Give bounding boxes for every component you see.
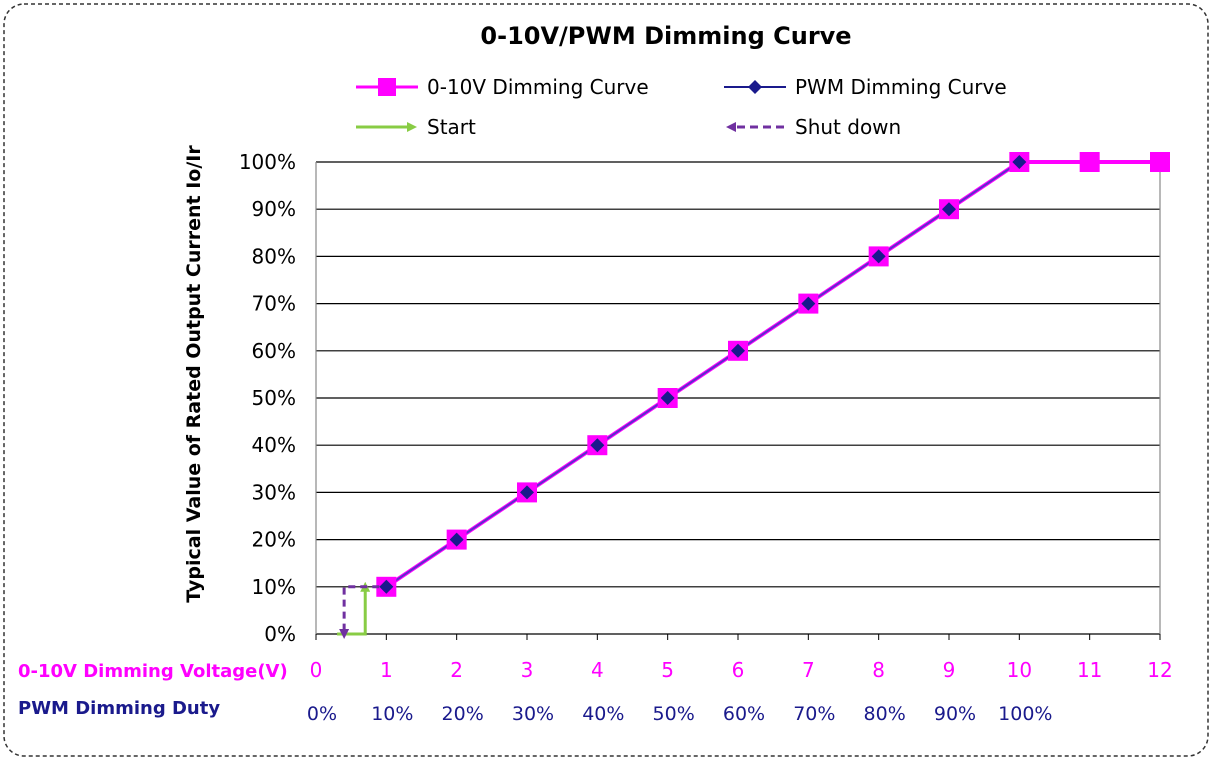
x-tick-label-voltage: 3: [521, 658, 534, 682]
marker-pwm: [660, 391, 675, 405]
x-tick-label-voltage: 1: [380, 658, 393, 682]
grid: [315, 161, 1161, 640]
legend-label-shutdown: Shut down: [795, 115, 901, 139]
x-tick-label-voltage: 8: [872, 658, 885, 682]
legend-marker-pwm: [748, 80, 762, 94]
y-tick-label: 50%: [252, 386, 296, 410]
y-tick-label: 80%: [252, 244, 296, 268]
shutdown-arrow: [339, 585, 380, 639]
legend-label-pwm: PWM Dimming Curve: [795, 75, 1007, 99]
x-tick-label-voltage: 10: [1007, 658, 1032, 682]
x-tick-label-voltage: 2: [450, 658, 463, 682]
y-axis-label: Typical Value of Rated Output Current Io…: [183, 145, 205, 603]
x-tick-label-voltage: 11: [1077, 658, 1102, 682]
x-tick-label-duty: 10%: [371, 703, 413, 725]
x-tick-label-voltage: 7: [802, 658, 815, 682]
x-tick-label-voltage: 5: [661, 658, 674, 682]
x-tick-label-duty: 70%: [793, 703, 835, 725]
x-tick-label-duty: 40%: [582, 703, 624, 725]
x-axis-label-duty: PWM Dimming Duty: [18, 698, 220, 719]
x-tick-labels: 0 1 2 3 4 5 6 7 8 9 10 11 120% 10% 20% 30% 40% 50% 60% 70% 8…: [307, 658, 1173, 725]
marker-pwm: [871, 249, 886, 264]
x-tick-label-voltage: 12: [1147, 658, 1172, 682]
series-line-pwm: [385, 161, 1020, 588]
y-tick-label: 70%: [252, 292, 296, 316]
y-tick-labels: 0% 10% 20% 30% 40% 50% 60% 70% 80% 90% 100%: [239, 150, 296, 646]
x-tick-label-duty: 90%: [934, 703, 976, 725]
y-tick-label: 100%: [239, 150, 296, 174]
marker-voltage: [1079, 152, 1100, 172]
x-tick-label-duty: 20%: [442, 703, 484, 725]
legend-label-voltage: 0-10V Dimming Curve: [427, 75, 649, 99]
y-tick-label: 10%: [252, 575, 296, 599]
x-tick-label-voltage: 4: [591, 658, 604, 682]
marker-pwm: [1012, 155, 1027, 169]
legend: 0-10V Dimming Curve PWM Dimming Curve St…: [356, 75, 1007, 139]
y-tick-label: 40%: [252, 433, 296, 457]
x-tick-label-duty: 100%: [998, 703, 1052, 725]
x-tick-label-duty: 50%: [653, 703, 695, 725]
marker-pwm: [801, 296, 816, 311]
x-tick-label-duty: 0%: [307, 703, 337, 725]
marker-pwm: [590, 438, 605, 453]
x-tick-label-voltage: 6: [732, 658, 745, 682]
x-tick-label-voltage: 0: [310, 658, 323, 682]
legend-marker-voltage: [378, 78, 396, 96]
marker-pwm: [731, 343, 745, 358]
y-tick-label: 0%: [264, 622, 296, 646]
x-tick-label-duty: 80%: [864, 703, 906, 725]
series: [376, 152, 1170, 597]
marker-pwm: [942, 202, 956, 217]
x-tick-label-duty: 30%: [512, 703, 554, 725]
x-axis-label-voltage: 0-10V Dimming Voltage(V): [18, 661, 288, 682]
marker-pwm: [379, 579, 394, 594]
legend-label-start: Start: [427, 115, 476, 139]
y-tick-label: 60%: [252, 339, 296, 363]
x-tick-label-voltage: 9: [943, 658, 956, 682]
x-tick-label-duty: 60%: [723, 703, 765, 725]
y-tick-label: 90%: [252, 197, 296, 221]
marker-voltage: [1150, 152, 1170, 172]
y-tick-label: 30%: [252, 480, 296, 504]
chart-border: [3, 3, 1209, 757]
marker-pwm: [520, 485, 534, 500]
annotations: [337, 581, 380, 639]
y-tick-label: 20%: [252, 528, 296, 552]
chart-title: 0-10V/PWM Dimming Curve: [480, 22, 851, 50]
marker-pwm: [449, 532, 464, 547]
